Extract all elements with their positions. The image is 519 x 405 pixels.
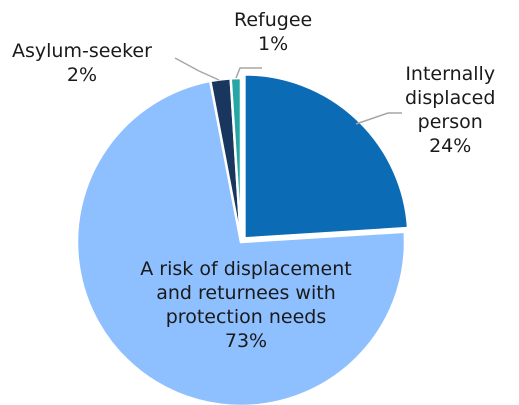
slice-name-internally-displaced-line-3: person <box>405 110 495 134</box>
slice-value-risk-of-displacement: 73% <box>127 329 365 353</box>
slice-value-internally-displaced: 24% <box>405 134 495 158</box>
leader-line-internally-displaced <box>356 113 402 124</box>
slice-label-risk-of-displacement: A risk of displacement and returnees wit… <box>127 257 365 353</box>
slice-label-refugee: Refugee 1% <box>234 8 312 56</box>
slice-name-internally-displaced-line-2: displaced <box>405 86 495 110</box>
slice-value-asylum-seeker: 2% <box>12 63 152 87</box>
slice-label-asylum-seeker: Asylum-seeker 2% <box>12 39 152 87</box>
slice-name-refugee: Refugee <box>234 8 312 32</box>
slice-name-asylum-seeker: Asylum-seeker <box>12 39 152 63</box>
slice-label-internally-displaced: Internally displaced person 24% <box>405 62 495 158</box>
slice-name-risk-of-displacement: A risk of displacement and returnees wit… <box>127 257 365 329</box>
slice-value-refugee: 1% <box>234 32 312 56</box>
pie-slices <box>77 74 408 405</box>
slice-name-internally-displaced-line-1: Internally <box>405 62 495 86</box>
leader-line-asylum-seeker <box>175 58 219 80</box>
pie-slice-internally-displaced-person <box>244 74 408 238</box>
